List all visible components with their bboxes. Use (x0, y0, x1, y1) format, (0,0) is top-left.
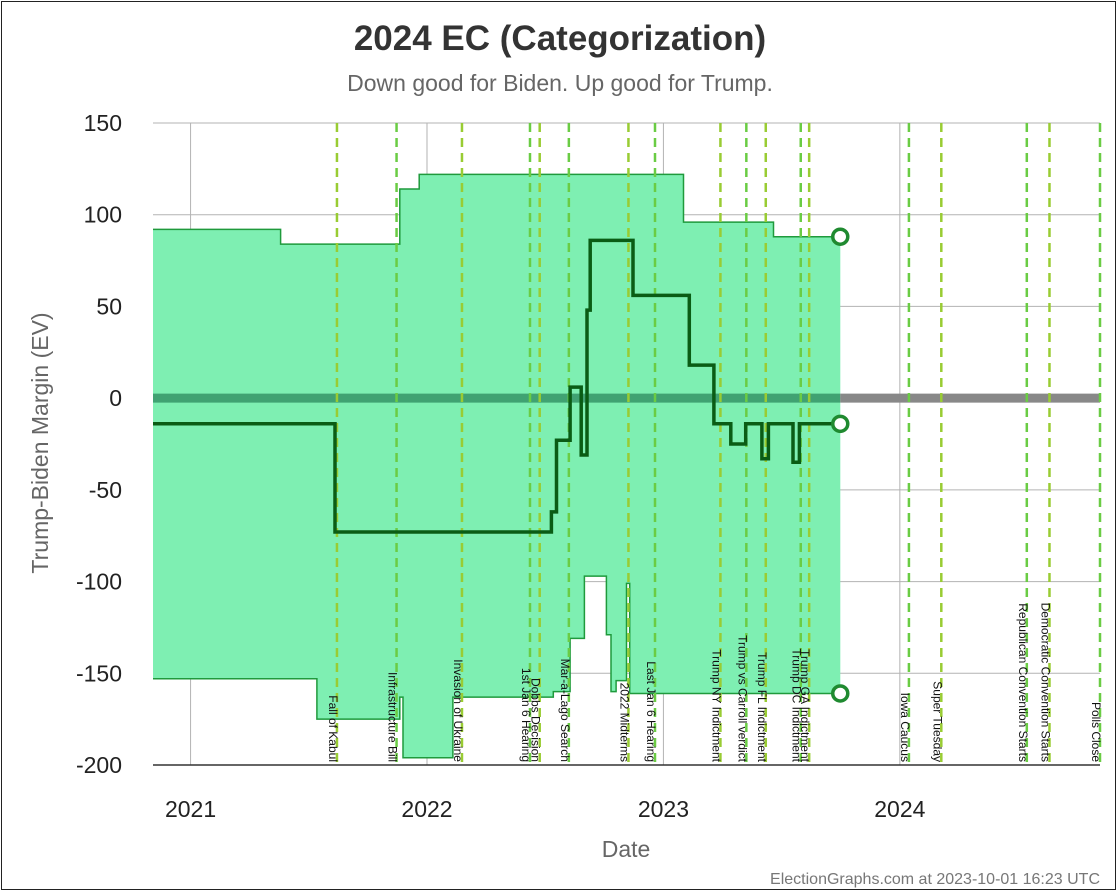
event-label: Trump FL Indictment (755, 652, 769, 762)
y-tick-label: -100 (76, 569, 122, 595)
range-band (153, 173, 841, 759)
footer-credit: ElectionGraphs.com at 2023-10-01 16:23 U… (770, 871, 1100, 888)
event-label: Republican Convention Starts (1016, 603, 1030, 762)
event-label: Infrastructure Bill (386, 672, 400, 762)
y-axis-ticks: 150 100 50 0 -50 -100 -150 -200 (76, 110, 122, 778)
event-label: Last Jan 6 Hearing (644, 661, 658, 762)
endpoint-marker (831, 227, 850, 246)
x-tick-label: 2022 (401, 796, 452, 822)
event-label: Trump vs Carroll verdict (735, 635, 749, 763)
x-axis-label: Date (602, 836, 651, 862)
y-axis-label: Trump-Biden Margin (EV) (27, 312, 53, 573)
event-label: Invasion of Ukraine (451, 659, 465, 762)
event-label: Democratic Convention Starts (1038, 603, 1052, 762)
y-tick-label: 50 (96, 293, 122, 319)
y-tick-label: -200 (76, 752, 122, 778)
x-axis-ticks: 2021 2022 2023 2024 (165, 796, 926, 822)
endpoint-markers (831, 227, 850, 703)
band-upper-edge (153, 173, 841, 245)
y-tick-label: -150 (76, 660, 122, 686)
event-label: Polls Close (1089, 702, 1103, 762)
event-label: 2022 Midterms (617, 683, 631, 762)
x-tick-label: 2021 (165, 796, 216, 822)
event-lines: Fall of Kabul Infrastructure Bill Invasion… (326, 123, 1103, 765)
y-tick-label: 100 (84, 202, 122, 228)
event-label: 1st Jan 6 Hearing (519, 668, 533, 762)
y-tick-label: -50 (89, 477, 122, 503)
endpoint-marker (831, 684, 850, 703)
band-lower-edge (153, 575, 841, 759)
endpoint-marker (831, 414, 850, 434)
event-label: Fall of Kabul (326, 695, 340, 762)
event-label: Dobbs Decision (529, 678, 543, 762)
chart-title: 2024 EC (Categorization) (354, 19, 766, 58)
x-tick-label: 2024 (874, 796, 925, 822)
event-label: Trump NY Indictment (709, 649, 723, 762)
chart-subtitle: Down good for Biden. Up good for Trump. (347, 70, 773, 96)
event-label: Trump GA Indictment (798, 649, 812, 763)
expected-line (153, 238, 841, 534)
y-tick-label: 0 (109, 385, 122, 411)
y-tick-label: 150 (84, 110, 122, 136)
event-label: Mar-a-Lago Search (558, 659, 572, 762)
event-label: Super Tuesday (930, 681, 944, 762)
event-label: Trump DC Indictment (790, 648, 804, 762)
band-area (153, 174, 841, 758)
expected-path (153, 238, 841, 534)
x-tick-label: 2023 (638, 796, 689, 822)
event-label: Iowa Caucus (898, 693, 912, 762)
